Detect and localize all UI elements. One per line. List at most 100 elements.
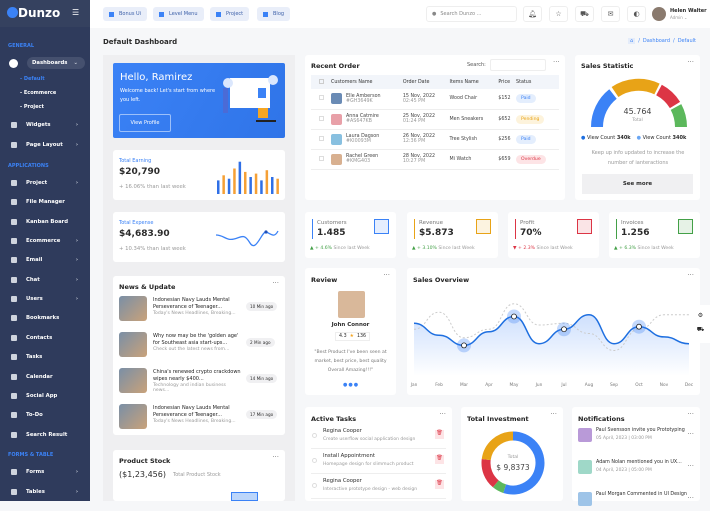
sidebar-item[interactable]: Ecommerce › (8, 235, 86, 247)
project-button[interactable]: Project (210, 7, 250, 21)
menu-icon (11, 392, 17, 399)
menu-icon (11, 296, 17, 303)
task-checkbox[interactable] (312, 433, 317, 438)
notification-item[interactable]: Paul Svensson invite you Prototyping 05 A… (578, 427, 694, 447)
sidebar-item[interactable]: Email › (8, 254, 86, 266)
carousel-dots[interactable]: ●●● (343, 382, 360, 388)
more-icon[interactable]: ··· (553, 58, 560, 66)
level-menu-button[interactable]: Level Menu (153, 7, 204, 21)
task-checkbox[interactable] (312, 483, 317, 488)
bonus-ui-button[interactable]: Bonus Ui (103, 7, 148, 21)
cart-icon[interactable]: ⛟ (575, 6, 594, 22)
avatar[interactable] (652, 7, 666, 21)
home-icon (9, 58, 18, 68)
delete-icon[interactable]: 🗑︎ (435, 480, 444, 489)
sidebar-item[interactable]: Page Layout › (8, 139, 86, 151)
home-icon[interactable]: ⌂ (628, 38, 636, 44)
cart-icon[interactable]: ⛟ (696, 326, 705, 333)
sidebar-item[interactable]: Widgets › (8, 119, 86, 131)
sidebar-item[interactable]: Social App (8, 390, 86, 402)
search-input[interactable]: ● Search Dunzo ... (426, 6, 517, 22)
x-tick-label: Aug (585, 382, 594, 388)
table-row[interactable]: Laura Dagson #KI0093M 26 Nov, 2022 12:36 PM… (311, 129, 559, 150)
see-more-button[interactable]: See more (582, 174, 693, 194)
column-header[interactable]: Items Name (449, 75, 499, 89)
blog-button[interactable]: Blog (257, 7, 291, 21)
table-row[interactable]: Elle Amberson #GH3649K 15 Nov, 2022 02:45 P… (311, 89, 559, 110)
table-row[interactable]: Anna Catmire #AS647KB 25 Nov, 2022 01:24 PM… (311, 109, 559, 130)
column-header[interactable]: Customers Name (331, 75, 403, 89)
active-tasks-card: Active Tasks ··· Regina Cooper Create use… (305, 407, 452, 501)
stat-label: Profit (520, 220, 535, 226)
status-cell: Overdue (516, 149, 559, 170)
customizer-icon[interactable]: ⚙ (697, 312, 704, 319)
sidebar-item[interactable]: Search Result (8, 429, 86, 441)
more-icon[interactable]: ··· (687, 410, 694, 418)
more-icon[interactable]: ··· (687, 494, 694, 502)
more-icon[interactable]: ··· (687, 271, 694, 279)
dark-mode-icon[interactable]: ◐ (627, 6, 646, 22)
collapse-sidebar-icon[interactable]: ☰ (72, 8, 80, 17)
select-all-checkbox[interactable] (311, 75, 331, 89)
sidebar-item[interactable]: Chat › (8, 274, 86, 286)
more-icon[interactable]: ··· (687, 58, 694, 66)
column-header[interactable]: Price (498, 75, 517, 89)
sidebar-item[interactable]: Forms › (8, 466, 86, 478)
stat-value: 1.256 (621, 228, 650, 238)
news-summary: Today's News Headlines, Breaking... (153, 311, 236, 316)
sidebar-item[interactable]: Tables › (8, 486, 86, 498)
row-checkbox[interactable] (311, 109, 331, 130)
news-item[interactable]: Indonesian Navy Lauds Mental Perseveranc… (119, 296, 279, 324)
table-row[interactable]: Rachel Green #KMG403 28 Nov, 2022 10:27 PM M… (311, 149, 559, 170)
view-profile-button[interactable]: View Profile (119, 114, 171, 132)
column-header[interactable]: Order Date (402, 75, 450, 89)
donut-slice (481, 431, 514, 461)
breadcrumb-dashboard[interactable]: Dashboard (642, 38, 671, 44)
value: $20,790 (119, 167, 160, 177)
row-checkbox[interactable] (311, 89, 331, 110)
sidebar-subitem-default[interactable]: - Default (20, 76, 45, 82)
more-icon[interactable]: ··· (550, 410, 557, 418)
chevron-right-icon: › (75, 488, 78, 495)
more-icon[interactable]: ··· (439, 410, 446, 418)
row-checkbox[interactable] (311, 149, 331, 170)
notification-item[interactable]: Paul Morgan Commented in UI Design ··· (578, 491, 694, 511)
sidebar-item[interactable]: Kanban Board (8, 216, 86, 228)
sidebar-item[interactable]: Project › (8, 177, 86, 189)
sidebar-item[interactable]: Bookmarks (8, 312, 86, 324)
task-checkbox[interactable] (312, 458, 317, 463)
order-search-input[interactable] (490, 59, 546, 71)
more-icon[interactable]: ··· (687, 430, 694, 438)
more-icon[interactable]: ··· (272, 279, 279, 287)
row-checkbox[interactable] (311, 129, 331, 150)
sidebar-item[interactable]: Users › (8, 293, 86, 305)
user-name[interactable]: Helen Walter (670, 8, 707, 14)
mail-icon[interactable]: ✉ (601, 6, 620, 22)
sidebar-item[interactable]: Calendar (8, 371, 86, 383)
star-icon[interactable]: ☆ (549, 6, 568, 22)
notification-text: Paul Morgan Commented in UI Design (596, 492, 687, 497)
column-header[interactable]: Status (516, 75, 559, 89)
news-item[interactable]: Indonesian Navy Lauds Mental Perseveranc… (119, 404, 279, 432)
delete-icon[interactable]: 🗑︎ (435, 455, 444, 464)
user-role[interactable]: Admin ⌄ (670, 15, 688, 20)
sidebar-item[interactable]: Contacts (8, 332, 86, 344)
sidebar-item[interactable]: To-Do (8, 409, 86, 421)
topbar: Bonus Ui Level Menu Project Blog ● Search… (90, 0, 710, 28)
sidebar-item[interactable]: Tasks (8, 351, 86, 363)
notification-item[interactable]: Adam Nolan mentioned you in UX... 04 Apri… (578, 459, 694, 479)
notification-bell-icon[interactable]: 🔔︎ (523, 6, 542, 22)
task-item[interactable]: Install Appointment Homepage design for s… (311, 452, 446, 474)
sidebar-item-dashboards[interactable]: Dashboards ⌄ (8, 57, 86, 69)
task-item[interactable]: Regina Cooper Interactive prototype desig… (311, 477, 446, 499)
more-icon[interactable]: ··· (687, 462, 694, 470)
more-icon[interactable]: ··· (383, 271, 390, 279)
more-icon[interactable]: ··· (272, 453, 279, 461)
news-item[interactable]: Why now may be the 'golden age' for Sout… (119, 332, 279, 360)
task-item[interactable]: Regina Cooper Create userflow social appl… (311, 427, 446, 449)
sidebar-subitem-project[interactable]: - Project (20, 104, 44, 110)
delete-icon[interactable]: 🗑︎ (435, 430, 444, 439)
sidebar-item[interactable]: File Manager (8, 196, 86, 208)
sidebar-subitem-ecommerce[interactable]: - Ecommerce (20, 90, 57, 96)
news-item[interactable]: China's renewed crypto crackdown wipes n… (119, 368, 279, 396)
